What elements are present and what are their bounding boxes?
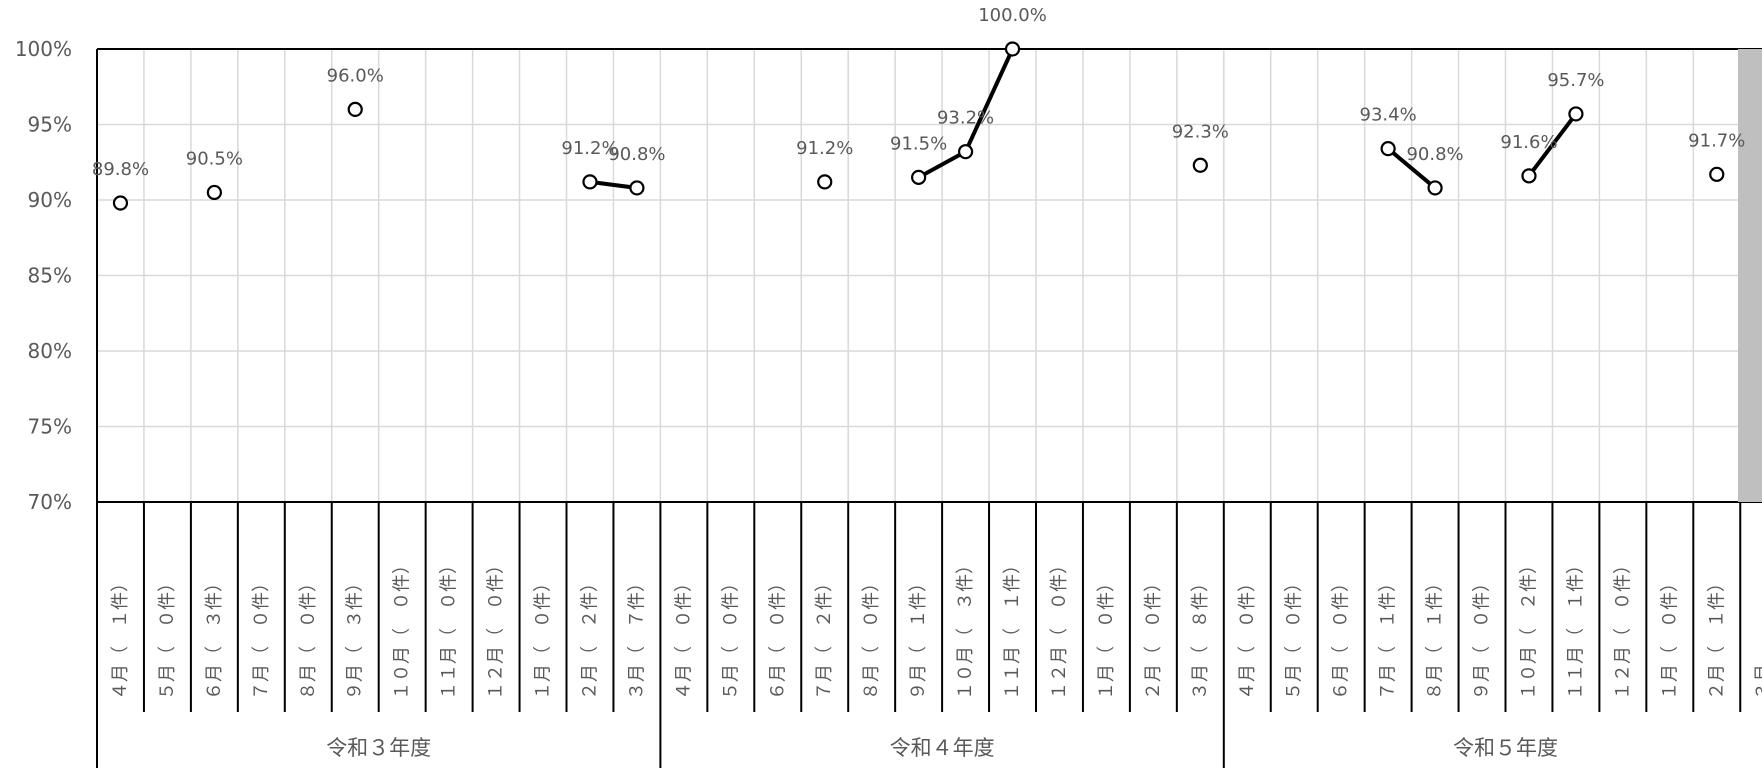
data-point xyxy=(1004,41,1021,57)
data-label: 91.2% xyxy=(561,138,618,159)
data-point xyxy=(957,144,974,160)
category-label: ８月（ １件） xyxy=(1425,574,1446,700)
category-label: ６月（ ０件） xyxy=(767,574,788,700)
category-label: ９月（ ３件） xyxy=(345,574,366,700)
data-label: 93.2% xyxy=(937,108,994,129)
data-label: 90.5% xyxy=(186,148,243,169)
shaded-region xyxy=(1738,49,1762,502)
category-label: ６月（ ３件） xyxy=(204,574,225,700)
data-point xyxy=(112,195,129,211)
data-label: 90.8% xyxy=(1406,144,1463,165)
category-label: １１月（ ０件） xyxy=(439,556,460,700)
data-label: 92.3% xyxy=(1172,121,1229,142)
data-label: 96.0% xyxy=(327,65,384,86)
data-point xyxy=(206,184,222,201)
category-label: ５月（ ０件） xyxy=(157,574,178,700)
data-point xyxy=(1568,106,1584,122)
data-label: 91.6% xyxy=(1500,132,1557,153)
category-label: ９月（ ０件） xyxy=(1472,574,1493,700)
data-point xyxy=(1427,180,1443,196)
category-label: ８月（ ０件） xyxy=(298,574,319,700)
category-label: ３月 xyxy=(1753,664,1762,700)
series-line-segment xyxy=(587,179,639,190)
category-label: １月（ ０件） xyxy=(1659,574,1680,700)
series-line-segment xyxy=(1526,111,1578,178)
category-label: ７月（ ２件） xyxy=(814,574,835,700)
data-point xyxy=(911,169,927,185)
y-tick-label: 90% xyxy=(28,188,72,212)
category-label: ４月（ １件） xyxy=(110,574,131,700)
data-label: 95.7% xyxy=(1547,70,1604,91)
data-label: 90.8% xyxy=(608,144,665,165)
category-label: １１月（ １件） xyxy=(1565,556,1586,700)
fiscal-year-label: 令和３年度 xyxy=(326,736,431,760)
y-tick-label: 75% xyxy=(28,415,72,439)
category-label: １月（ ０件） xyxy=(1096,574,1117,700)
category-label: １２月（ ０件） xyxy=(1612,556,1633,700)
data-label: 93.4% xyxy=(1360,105,1417,126)
category-label: ３月（ ７件） xyxy=(626,574,647,700)
series-line-segment xyxy=(916,149,968,180)
y-tick-label: 100% xyxy=(15,37,72,61)
data-label: 91.7% xyxy=(1688,130,1745,151)
fiscal-year-label: 令和５年度 xyxy=(1453,736,1558,760)
data-point xyxy=(1380,141,1396,157)
category-label: １０月（ ２件） xyxy=(1518,556,1539,700)
category-label: １２月（ ０件） xyxy=(486,556,507,700)
category-label: ４月（ ０件） xyxy=(1237,574,1258,700)
y-tick-label: 85% xyxy=(28,264,72,288)
y-tick-label: 95% xyxy=(28,113,72,137)
category-label: ２月（ １件） xyxy=(1706,574,1727,700)
data-point xyxy=(817,174,833,190)
category-label: ７月（ ０件） xyxy=(251,574,272,700)
fiscal-year-label: 令和４年度 xyxy=(890,736,995,760)
data-label: 91.2% xyxy=(796,138,853,159)
data-point xyxy=(347,101,363,118)
category-label: ７月（ １件） xyxy=(1378,574,1399,700)
data-label: 100.0% xyxy=(978,5,1047,26)
category-label: ２月（ ０件） xyxy=(1143,574,1164,700)
category-label: ４月（ ０件） xyxy=(673,574,694,700)
category-label: ９月（ １件） xyxy=(908,574,929,700)
category-label: １月（ ０件） xyxy=(533,574,554,700)
category-label: １１月（ １件） xyxy=(1002,556,1023,700)
category-label: ６月（ ０件） xyxy=(1331,574,1352,700)
category-label: ５月（ ０件） xyxy=(720,574,741,700)
y-tick-label: 80% xyxy=(28,339,72,363)
data-point xyxy=(1709,166,1725,182)
data-point xyxy=(1521,168,1537,184)
category-label: １０月（ ０件） xyxy=(392,556,413,700)
data-label: 91.5% xyxy=(890,133,947,154)
series-line-segment xyxy=(1386,146,1438,190)
category-label: ３月（ ８件） xyxy=(1190,574,1211,700)
data-point xyxy=(582,174,598,190)
series-line-segment xyxy=(963,47,1015,154)
category-label: ８月（ ０件） xyxy=(861,574,882,700)
category-label: １２月（ ０件） xyxy=(1049,556,1070,700)
data-point xyxy=(629,180,645,196)
category-label: ５月（ ０件） xyxy=(1284,574,1305,700)
y-tick-label: 70% xyxy=(28,490,72,514)
data-label: 89.8% xyxy=(92,159,149,180)
category-label: １０月（ ３件） xyxy=(955,556,976,700)
category-label: ２月（ ２件） xyxy=(579,574,600,700)
data-point xyxy=(1192,157,1208,173)
